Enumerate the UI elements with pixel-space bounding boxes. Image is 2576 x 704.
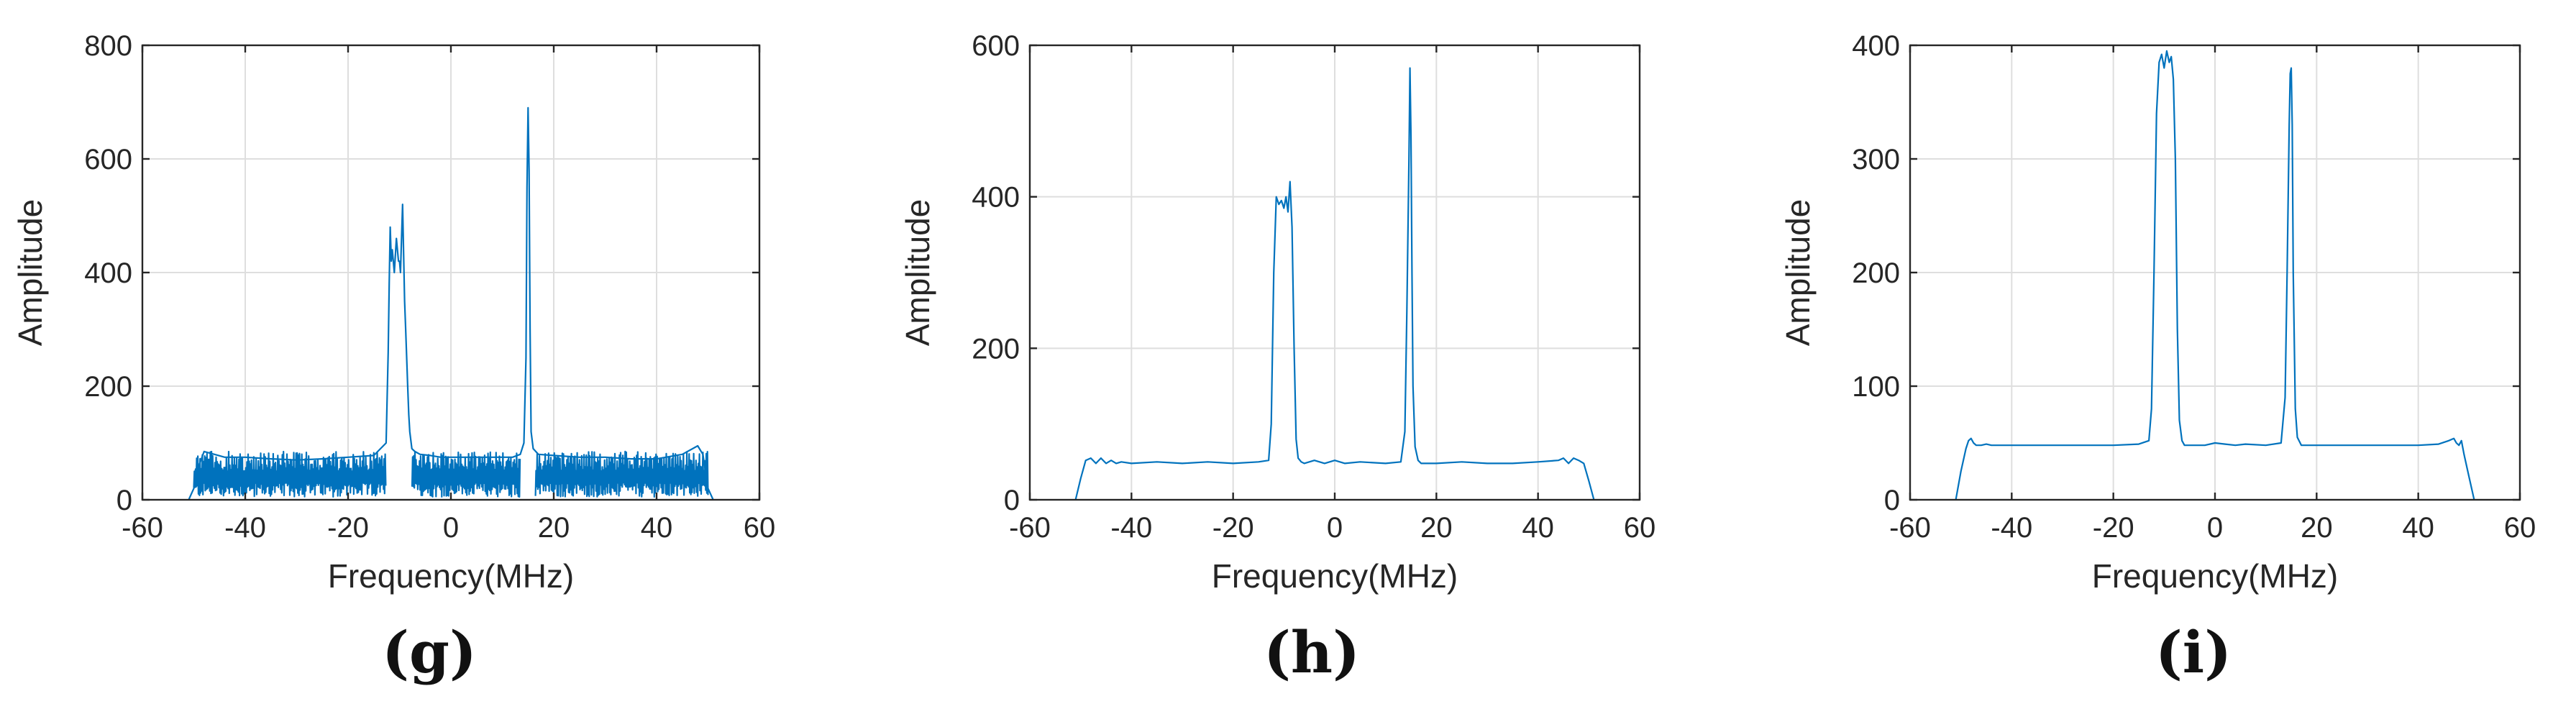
chart-panel-0: -60 -40 -20 0 20 40 600200400600800Frequency(M…: [12, 30, 775, 686]
series-line: [188, 106, 714, 500]
x-tick-label: -60: [122, 512, 163, 544]
series-line: [1955, 50, 2475, 500]
series-line: [1074, 67, 1595, 500]
x-axis-label: Frequency(MHz): [2092, 557, 2339, 595]
y-tick-label: 0: [117, 485, 132, 516]
x-tick-label: 60: [744, 512, 776, 544]
x-tick-label: -60: [1889, 512, 1931, 544]
x-tick-label: -40: [224, 512, 266, 544]
y-tick-label: 0: [1004, 485, 1020, 516]
y-tick-label: 200: [972, 333, 1020, 365]
y-tick-label: 400: [84, 257, 132, 289]
y-tick-label: 400: [1852, 30, 1900, 62]
x-tick-label: 40: [641, 512, 673, 544]
y-axis-label: Amplitude: [1779, 199, 1817, 347]
x-tick-label: -40: [1991, 512, 2032, 544]
x-tick-label: -20: [1212, 512, 1254, 544]
y-tick-label: 300: [1852, 144, 1900, 175]
chart-panel-2: -60 -40 -20 0 20 40 60 0 100 200 300 400 Frequency(M…: [1779, 30, 2536, 686]
x-tick-label: 20: [2301, 512, 2333, 544]
x-tick-label: 60: [2504, 512, 2536, 544]
y-tick-label: 0: [1884, 485, 1900, 516]
panel-label: (g): [382, 618, 477, 686]
y-tick-label: 800: [84, 30, 132, 62]
panel-label: (h): [1264, 618, 1360, 686]
x-tick-label: 20: [538, 512, 570, 544]
panel-label: (i): [2155, 618, 2232, 686]
x-tick-label: 40: [1522, 512, 1554, 544]
y-axis-label: Amplitude: [12, 199, 49, 347]
x-tick-label: 20: [1420, 512, 1453, 544]
y-tick-label: 100: [1852, 371, 1900, 403]
y-tick-label: 200: [84, 371, 132, 403]
x-tick-label: -40: [1110, 512, 1152, 544]
x-tick-label: 0: [2207, 512, 2223, 544]
x-tick-label: 60: [1624, 512, 1656, 544]
x-tick-label: 0: [1327, 512, 1343, 544]
y-tick-label: 400: [972, 182, 1020, 214]
x-tick-label: -20: [2093, 512, 2134, 544]
chart-panel-1: -60 -40 -20 0 20 40 600200400600Frequency(MHz)…: [899, 30, 1655, 686]
x-tick-label: -60: [1009, 512, 1051, 544]
x-tick-label: -20: [327, 512, 369, 544]
y-tick-label: 600: [84, 144, 132, 175]
y-tick-label: 200: [1852, 257, 1900, 289]
x-axis-label: Frequency(MHz): [1212, 557, 1458, 595]
x-axis-label: Frequency(MHz): [328, 557, 575, 595]
y-tick-label: 600: [972, 30, 1020, 62]
x-tick-label: 0: [443, 512, 459, 544]
x-tick-label: 40: [2402, 512, 2434, 544]
series-noise-floor: [193, 450, 709, 498]
y-axis-label: Amplitude: [899, 199, 936, 347]
